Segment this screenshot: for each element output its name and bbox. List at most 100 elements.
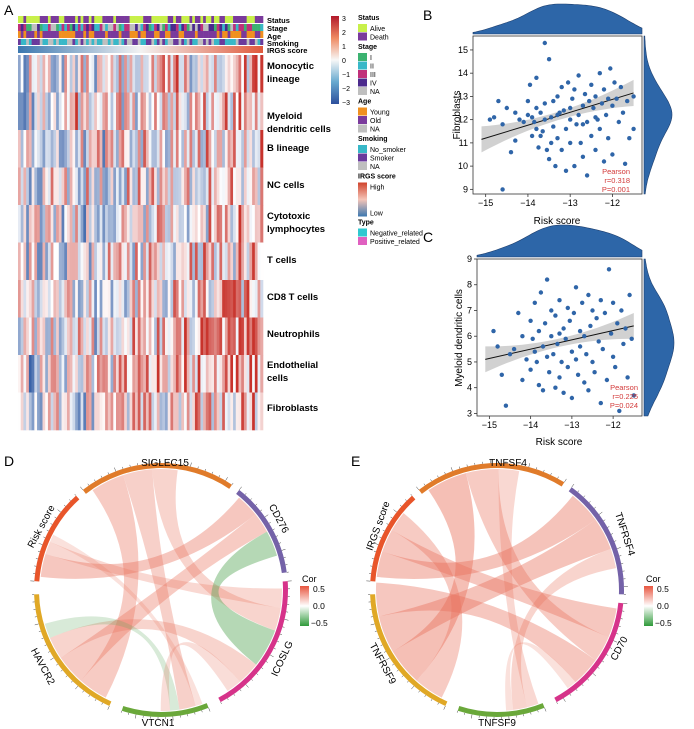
chord-sector <box>236 489 287 574</box>
heatmap-cell <box>50 55 54 93</box>
heatmap-cell <box>252 242 256 281</box>
heatmap-cell <box>137 355 141 393</box>
heatmap-cell <box>102 392 106 431</box>
scatter-point <box>569 349 575 354</box>
chord-tick <box>550 472 552 476</box>
annotation-cell <box>91 39 95 45</box>
heatmap-cell <box>124 167 128 206</box>
scatter-point <box>577 328 583 334</box>
annotation-cell <box>208 31 212 38</box>
heatmap-cell <box>238 242 242 281</box>
annotation-cell <box>124 31 128 38</box>
heatmap-cell <box>118 167 122 206</box>
scatter-point <box>529 115 535 120</box>
heatmap-cell <box>18 317 22 356</box>
heatmap-cell <box>162 392 166 431</box>
chord-tick <box>65 675 68 678</box>
annotation-cell <box>249 31 253 38</box>
heatmap-cell <box>39 205 43 243</box>
chord-tick <box>374 630 377 632</box>
heatmap-cell <box>107 55 111 93</box>
annotation-cell <box>80 24 84 31</box>
heatmap-cell <box>205 355 209 393</box>
legend-swatch <box>358 116 367 124</box>
heatmap-cell <box>23 392 27 431</box>
heatmap-cell <box>61 167 65 206</box>
heatmap-cell <box>113 92 117 131</box>
annotation-cell <box>143 31 147 38</box>
annotation-cell <box>18 16 22 23</box>
heatmap-cell <box>20 55 24 93</box>
annotation-cell <box>118 16 122 23</box>
annotation-cell <box>34 31 38 38</box>
heatmap-cell <box>235 280 239 318</box>
chord-tick <box>528 463 531 468</box>
cor-legend-e: Cor 0.5 0.0 −0.5 <box>644 574 672 628</box>
heatmap-cell <box>64 392 68 431</box>
heatmap-cell <box>47 205 51 243</box>
annotation-cell <box>121 24 125 31</box>
chord-tick <box>279 542 282 544</box>
heatmap-cell <box>45 130 49 168</box>
heatmap-cell <box>216 167 220 206</box>
heatmap-cell <box>132 130 136 168</box>
scatter-point <box>540 129 545 134</box>
cb-tick-2: 2 <box>342 30 346 37</box>
heatmap-cell <box>137 92 141 131</box>
annotation-cell <box>28 24 32 31</box>
scatter-point <box>606 96 611 101</box>
annotation-cell <box>148 24 152 31</box>
heatmap-cell <box>224 55 228 93</box>
annotation-cell <box>99 39 103 45</box>
heatmap-cell <box>42 280 46 318</box>
heatmap-cell <box>246 205 250 243</box>
heatmap-cell <box>94 167 98 206</box>
y-tick-label: 9 <box>463 184 468 194</box>
heatmap-cell <box>110 242 114 281</box>
annotation-cell <box>75 39 79 45</box>
chord-tick <box>386 523 389 525</box>
heatmap-cell <box>238 92 242 131</box>
heatmap-cell <box>61 280 65 318</box>
chord-sector <box>121 703 209 717</box>
heatmap-cell <box>113 55 117 93</box>
heatmap-cell <box>61 392 65 431</box>
heatmap-cell <box>96 55 100 93</box>
annotation-cell <box>230 24 234 31</box>
scatter-point <box>580 300 585 305</box>
heatmap-cell <box>175 92 179 131</box>
annotation-cell <box>224 16 228 23</box>
heatmap-cell <box>140 392 144 431</box>
heatmap-cell <box>260 242 264 281</box>
heatmap-cell <box>28 92 32 131</box>
scatter-point <box>551 98 556 104</box>
chord-tick <box>238 486 242 491</box>
annotation-cell <box>159 24 163 31</box>
chord-tick <box>464 712 466 715</box>
heatmap-cell <box>18 242 22 281</box>
heatmap-cell <box>252 280 256 318</box>
chord-tick <box>583 495 586 498</box>
heatmap-cell <box>167 167 171 206</box>
heatmap-cell <box>156 242 160 281</box>
legend-swatch <box>358 182 367 217</box>
legend-label: Positive_related <box>370 239 420 246</box>
scatter-point <box>627 136 632 141</box>
heatmap-cell <box>165 355 169 393</box>
chord-tick <box>563 698 566 702</box>
heatmap-cell <box>203 242 207 281</box>
points-b <box>487 40 636 192</box>
scatter-point <box>551 124 556 129</box>
heatmap-cell <box>148 355 152 393</box>
heatmap-cell <box>227 167 231 206</box>
heatmap-cell <box>254 205 258 243</box>
chord-tick <box>211 471 214 474</box>
annotation-cell <box>159 31 163 38</box>
scatter-point <box>608 66 613 71</box>
annot-label-irgs: IRGS score <box>267 46 307 55</box>
heatmap-cell <box>58 55 62 93</box>
chord-tick <box>602 660 605 663</box>
heatmap-cell <box>145 242 149 281</box>
heatmap-cell <box>18 55 22 93</box>
heatmap-cell <box>257 317 261 356</box>
